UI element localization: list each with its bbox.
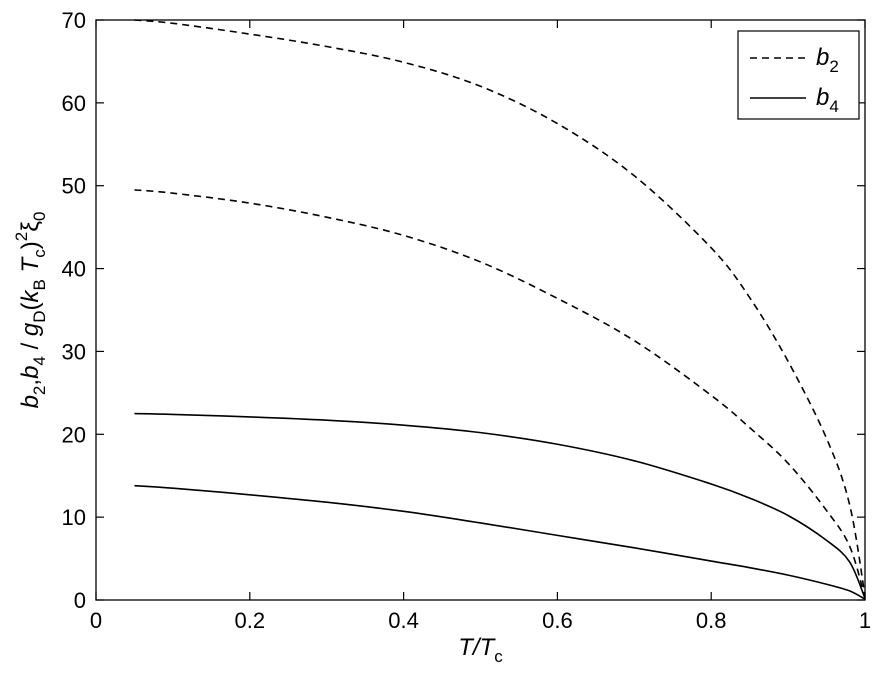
series-line-2 bbox=[134, 412, 866, 599]
y-tick-label: 20 bbox=[62, 422, 86, 447]
y-tick-label: 70 bbox=[62, 8, 86, 33]
y-tick-label: 50 bbox=[62, 174, 86, 199]
x-tick-label: 0.2 bbox=[235, 608, 266, 633]
series-line-1 bbox=[134, 189, 866, 598]
y-tick-label: 0 bbox=[74, 588, 86, 613]
y-axis-label: b2,b4 / gD(kB Tc)2ξ0 bbox=[12, 212, 49, 409]
series-layer bbox=[134, 19, 866, 600]
legend-box bbox=[737, 30, 860, 120]
x-tick-label: 0.6 bbox=[542, 608, 573, 633]
series-line-0 bbox=[134, 19, 866, 596]
x-tick-label: 0 bbox=[90, 608, 102, 633]
legend-entry-1: b4 bbox=[816, 84, 839, 116]
y-tick-label: 30 bbox=[62, 339, 86, 364]
x-axis-label: T/Tc bbox=[458, 634, 503, 666]
x-tick-label: 0.4 bbox=[388, 608, 419, 633]
plot-area bbox=[95, 19, 866, 601]
y-tick-label: 60 bbox=[62, 91, 86, 116]
x-tick-label: 0.8 bbox=[696, 608, 727, 633]
plot-frame bbox=[95, 19, 866, 601]
y-tick-label: 10 bbox=[62, 505, 86, 530]
series-line-3 bbox=[134, 484, 866, 600]
legend-entry-0: b2 bbox=[816, 44, 839, 76]
y-tick-label: 40 bbox=[62, 257, 86, 282]
x-axis: 0 0.2 0.4 0.6 0.8 1 bbox=[90, 20, 871, 633]
y-axis: 0 10 20 30 40 50 60 70 bbox=[62, 8, 865, 613]
x-tick-label: 1 bbox=[859, 608, 871, 633]
